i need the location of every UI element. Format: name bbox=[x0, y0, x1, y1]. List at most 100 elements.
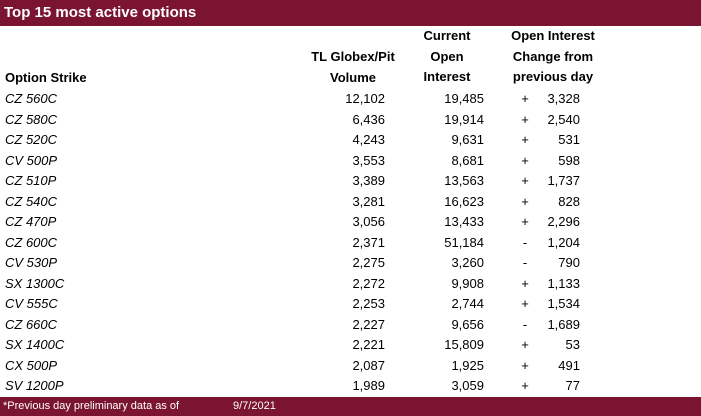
open-interest-cell: 9,656 bbox=[451, 316, 484, 332]
option-strike-cell: CX 500P bbox=[5, 357, 58, 373]
option-strike-cell: CZ 600C bbox=[5, 234, 58, 250]
oi-change-cell: 598 bbox=[558, 152, 580, 168]
open-interest-cell: 16,623 bbox=[444, 193, 484, 209]
option-strike-cell: CZ 520C bbox=[5, 132, 58, 147]
open-interest-cell: 9,908 bbox=[451, 275, 484, 291]
volume-cell: 2,221 bbox=[352, 337, 385, 352]
volume-cell: 3,281 bbox=[352, 193, 385, 209]
table-row: CV 555C 2,253 2,744 +1,534 bbox=[0, 294, 701, 315]
change-sign-cell: + bbox=[521, 173, 529, 188]
volume-cell: 3,056 bbox=[352, 214, 385, 229]
header-line: previous day bbox=[512, 69, 594, 84]
open-interest-cell: 19,914 bbox=[444, 111, 484, 127]
option-strike-cell: SV 1200P bbox=[5, 378, 64, 393]
change-sign-cell: + bbox=[521, 152, 529, 168]
change-sign-cell: + bbox=[521, 296, 529, 311]
volume-cell: 12,102 bbox=[345, 91, 385, 106]
option-strike-cell: CZ 510P bbox=[5, 173, 57, 188]
volume-cell: 2,275 bbox=[352, 255, 385, 270]
open-interest-cell: 13,433 bbox=[444, 214, 484, 229]
change-sign-cell: + bbox=[521, 91, 529, 106]
table-row: CZ 600C 2,371 51,184 - 1,204 bbox=[0, 233, 701, 254]
oi-change-cell: 531 bbox=[558, 132, 580, 147]
change-sign-cell: + bbox=[521, 132, 529, 147]
volume-cell: 4,243 bbox=[352, 132, 385, 147]
volume-cell: 2,371 bbox=[352, 234, 385, 250]
oi-change-cell: 53 bbox=[565, 337, 580, 352]
open-interest-cell: 19,485 bbox=[444, 91, 484, 106]
volume-cell: 2,087 bbox=[352, 357, 385, 373]
table-row: CZ 560C 12,102 19,485 +3,328 bbox=[0, 89, 701, 110]
oi-change-cell: 1,133 bbox=[547, 275, 580, 291]
oi-change-cell: 828 bbox=[558, 193, 580, 209]
table-row: CV 530P 2,275 3,260 - 790 bbox=[0, 253, 701, 274]
column-header-strike: Option Strike bbox=[5, 68, 87, 89]
table-row: CZ 470P 3,056 13,433 +2,296 bbox=[0, 212, 701, 233]
header-line: Current bbox=[423, 28, 471, 43]
footer-date: 9/7/2021 bbox=[233, 400, 276, 412]
option-strike-cell: CV 500P bbox=[5, 152, 58, 168]
oi-change-cell: 2,296 bbox=[547, 214, 580, 229]
oi-change-cell: 2,540 bbox=[547, 111, 580, 127]
footer-note: *Previous day preliminary data as of bbox=[3, 400, 180, 412]
oi-change-cell: 1,689 bbox=[547, 316, 580, 332]
open-interest-cell: 51,184 bbox=[444, 234, 484, 250]
open-interest-cell: 8,681 bbox=[451, 152, 484, 168]
table-row: CZ 580C 6,436 19,914 +2,540 bbox=[0, 110, 701, 131]
header-line: Option Strike bbox=[5, 70, 87, 85]
change-sign-cell: + bbox=[521, 275, 529, 291]
column-header-open-interest: Current Open Interest bbox=[408, 26, 486, 88]
volume-cell: 2,272 bbox=[352, 275, 385, 291]
oi-change-cell: 3,328 bbox=[547, 91, 580, 106]
option-strike-cell: CZ 540C bbox=[5, 193, 58, 209]
options-table-body: CZ 560C 12,102 19,485 +3,328 CZ 580C 6,436 19,… bbox=[0, 89, 701, 397]
volume-cell: 3,389 bbox=[352, 173, 385, 188]
open-interest-cell: 3,059 bbox=[451, 378, 484, 393]
table-row: CZ 540C 3,281 16,623 +828 bbox=[0, 192, 701, 213]
volume-cell: 2,253 bbox=[352, 296, 385, 311]
header-line: Change from bbox=[512, 48, 594, 64]
open-interest-cell: 2,744 bbox=[451, 296, 484, 311]
table-row: CZ 520C 4,243 9,631 +531 bbox=[0, 130, 701, 151]
oi-change-cell: 77 bbox=[565, 378, 580, 393]
report-title: Top 15 most active options bbox=[0, 0, 701, 26]
header-line: Open bbox=[430, 48, 464, 64]
open-interest-cell: 1,925 bbox=[451, 357, 484, 373]
table-row: CZ 510P 3,389 13,563 +1,737 bbox=[0, 171, 701, 192]
option-strike-cell: SX 1300C bbox=[5, 275, 65, 291]
table-row: SX 1300C 2,272 9,908 +1,133 bbox=[0, 274, 701, 295]
option-strike-cell: CZ 560C bbox=[5, 91, 58, 106]
volume-cell: 3,553 bbox=[352, 152, 385, 168]
open-interest-cell: 15,809 bbox=[444, 337, 484, 352]
volume-cell: 1,989 bbox=[352, 378, 385, 393]
change-sign-cell: - bbox=[522, 255, 528, 270]
table-row: SX 1400C 2,221 15,809 +53 bbox=[0, 335, 701, 356]
table-row: CZ 660C 2,227 9,656 - 1,689 bbox=[0, 315, 701, 336]
header-line: Interest bbox=[423, 69, 471, 84]
change-sign-cell: - bbox=[522, 316, 528, 332]
change-sign-cell: + bbox=[521, 193, 529, 209]
open-interest-cell: 9,631 bbox=[451, 132, 484, 147]
column-header-volume: TL Globex/Pit Volume bbox=[307, 47, 399, 88]
oi-change-cell: 1,204 bbox=[547, 234, 580, 250]
footer-bar: *Previous day preliminary data as of 9/7… bbox=[0, 397, 701, 416]
volume-cell: 2,227 bbox=[352, 316, 385, 332]
open-interest-cell: 13,563 bbox=[444, 173, 484, 188]
option-strike-cell: CZ 470P bbox=[5, 214, 57, 229]
header-line: Open Interest bbox=[511, 28, 595, 43]
header-line: Volume bbox=[330, 69, 376, 85]
option-strike-cell: CV 555C bbox=[5, 296, 58, 311]
change-sign-cell: + bbox=[521, 378, 529, 393]
oi-change-cell: 491 bbox=[558, 357, 580, 373]
table-row: SV 1200P 1,989 3,059 +77 bbox=[0, 376, 701, 397]
change-sign-cell: + bbox=[521, 214, 529, 229]
table-row: CX 500P 2,087 1,925 +491 bbox=[0, 356, 701, 377]
option-strike-cell: SX 1400C bbox=[5, 337, 65, 352]
volume-cell: 6,436 bbox=[352, 111, 385, 127]
oi-change-cell: 1,534 bbox=[547, 296, 580, 311]
table-row: CV 500P 3,553 8,681 +598 bbox=[0, 151, 701, 172]
option-strike-cell: CV 530P bbox=[5, 255, 58, 270]
option-strike-cell: CZ 580C bbox=[5, 111, 58, 127]
change-sign-cell: + bbox=[521, 357, 529, 373]
